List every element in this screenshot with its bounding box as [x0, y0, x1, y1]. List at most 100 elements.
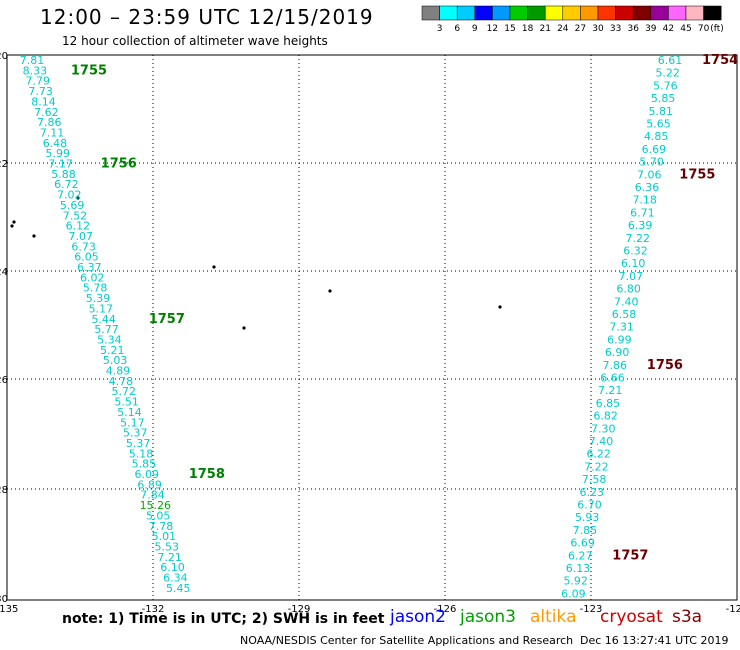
wave-height-value: 7.22	[584, 460, 609, 473]
lon-tick-label: -123	[580, 604, 603, 615]
lon-tick-label: -120	[726, 604, 740, 615]
map-frame	[6, 54, 738, 601]
wave-height-value: 5.69	[60, 199, 85, 212]
wave-height-value: 4.85	[644, 130, 669, 143]
wave-height-value: 5.45	[166, 582, 191, 595]
wave-height-value: 6.80	[616, 283, 641, 296]
wave-height-value: 6.39	[628, 219, 653, 232]
wave-height-value: 7.17	[48, 158, 73, 171]
satellite-label-jason3: jason3	[460, 607, 516, 627]
wave-height-value: 5.03	[103, 354, 128, 367]
footer-credit: NOAA/NESDIS Center for Satellite Applica…	[240, 634, 574, 647]
wave-height-value: 6.12	[66, 220, 91, 233]
page-title: 12:00 – 23:59 UTC 12/15/2019	[40, 5, 374, 29]
island-marker	[498, 305, 502, 309]
island-marker	[328, 289, 332, 293]
wave-height-value: 5.77	[94, 323, 119, 336]
legend-swatch	[650, 5, 669, 21]
wave-height-value: 7.40	[589, 435, 614, 448]
footer-timestamp: Dec 16 13:27:41 UTC 2019	[580, 634, 729, 647]
lon-tick-label: -132	[142, 604, 165, 615]
wave-height-value: 7.11	[40, 126, 65, 139]
legend-label: 12	[487, 24, 498, 34]
legend-label: 3	[437, 24, 443, 34]
lon-tick-label: -135	[0, 604, 18, 615]
lon-tick-label: -129	[288, 604, 311, 615]
lat-tick-label: -28	[0, 485, 8, 496]
wave-height-value: 7.02	[57, 189, 82, 202]
wave-height-value: 7.18	[632, 194, 657, 207]
legend-label: 24	[557, 24, 569, 34]
legend-swatch	[544, 5, 564, 21]
legend-label: 70	[698, 24, 710, 34]
island-marker	[32, 234, 36, 238]
pass-time-label: 1754	[702, 53, 738, 68]
wave-height-value: 7.21	[598, 384, 623, 397]
wave-height-value: 6.89	[137, 478, 162, 491]
wave-height-value: 5.93	[575, 511, 600, 524]
wave-height-value: 6.10	[160, 561, 185, 574]
wave-height-value: 6.90	[605, 346, 630, 359]
wave-height-value: 6.70	[577, 499, 602, 512]
wave-height-value: 5.34	[97, 333, 122, 346]
legend-label: 45	[680, 24, 691, 34]
wave-height-value: 7.22	[626, 232, 651, 245]
wave-height-value: 7.40	[614, 295, 639, 308]
satellite-label-cryosat: cryosat	[600, 607, 663, 627]
legend-swatch	[509, 5, 528, 21]
lon-tick-label: -126	[434, 604, 457, 615]
legend-swatch	[668, 5, 687, 21]
legend-label: 33	[610, 24, 621, 34]
legend-swatch	[580, 5, 599, 21]
wave-height-value: 6.23	[580, 486, 605, 499]
wave-height-value: 5.72	[112, 385, 137, 398]
wave-height-value: 5.51	[114, 396, 139, 409]
wave-height-value: 6.09	[561, 587, 586, 600]
wave-height-value: 6.27	[568, 549, 593, 562]
wave-height-value: 6.22	[586, 448, 611, 461]
wave-height-value: 7.52	[63, 209, 88, 222]
pass-time-label: 1756	[647, 358, 683, 373]
wave-height-value: 4.89	[106, 365, 131, 378]
wave-height-value: 6.10	[621, 257, 646, 270]
wave-height-value: 7.21	[157, 551, 182, 564]
wave-height-value: 7.07	[619, 270, 644, 283]
legend-swatch	[562, 5, 581, 21]
wave-height-value: 7.81	[20, 54, 45, 67]
wave-height-value: 5.85	[132, 458, 157, 471]
lat-tick-label: -30	[0, 594, 8, 605]
legend-label: 27	[575, 24, 586, 34]
wave-height-value: 6.69	[570, 537, 595, 550]
wave-height-value: 5.37	[126, 437, 151, 450]
pass-time-label: 1757	[612, 548, 648, 563]
island-marker	[76, 196, 80, 200]
wave-height-value: 5.65	[646, 118, 671, 131]
wave-height-value: 7.07	[69, 230, 94, 243]
wave-height-value: 5.05	[146, 509, 171, 522]
wave-height-value: 7.78	[149, 520, 174, 533]
legend-swatch	[492, 5, 511, 21]
wave-height-value: 6.05	[74, 251, 99, 264]
legend-swatch	[527, 5, 546, 21]
wave-height-value: 6.34	[163, 572, 188, 585]
legend-label: 15	[504, 24, 515, 34]
legend-label: 21	[539, 24, 550, 34]
wave-height-value: 6.36	[635, 181, 660, 194]
legend-label: (ft)	[710, 24, 724, 34]
legend-swatch	[456, 5, 476, 21]
wave-height-value: 5.01	[152, 530, 177, 543]
wave-height-value: 7.62	[34, 106, 59, 119]
wave-height-value: 5.70	[639, 156, 664, 169]
satellite-label-jason2: jason2	[390, 607, 446, 627]
wave-height-value: 6.85	[596, 397, 621, 410]
wave-height-value: 5.14	[117, 406, 142, 419]
pass-time-label: 1758	[189, 467, 225, 482]
wave-height-value: 5.22	[655, 67, 680, 80]
legend-swatch	[703, 5, 722, 21]
wave-height-value: 6.02	[80, 271, 105, 284]
wave-height-value: 6.61	[658, 54, 683, 67]
wave-height-value: 5.81	[649, 105, 674, 118]
wave-height-value: 6.09	[134, 468, 159, 481]
note-text: note: 1) Time is in UTC; 2) SWH is in fe…	[62, 611, 385, 627]
